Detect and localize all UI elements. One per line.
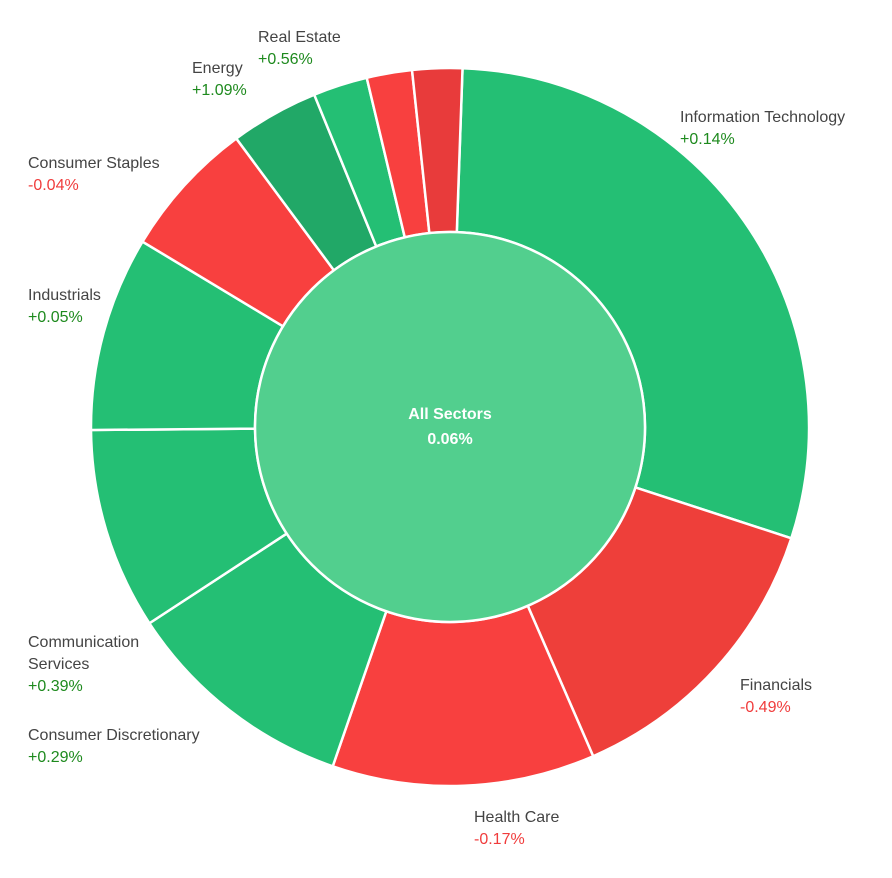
sector-change: -0.49% [740,699,791,716]
sector-name: Real Estate [258,29,341,46]
label-consumer-staples: Consumer Staples -0.04% [28,155,160,194]
sector-name: Energy [192,60,243,77]
sector-name: Information Technology [680,109,845,126]
sector-change: +0.29% [28,749,83,766]
sector-name: Communication [28,634,139,651]
sector-name: Financials [740,677,812,694]
sector-change: -0.17% [474,831,525,848]
sector-name: Consumer Discretionary [28,727,200,744]
sector-change: -0.04% [28,177,79,194]
label-health-care: Health Care -0.17% [474,809,559,848]
center-label: All Sectors [408,406,492,423]
center-circle[interactable] [253,230,647,624]
sector-name: Services [28,656,89,673]
sector-change: +0.56% [258,51,313,68]
sector-change: +0.14% [680,131,735,148]
sector-change: +0.39% [28,678,83,695]
label-consumer-discretionary: Consumer Discretionary +0.29% [28,727,200,766]
sector-name: Industrials [28,287,101,304]
label-energy: Energy +1.09% [192,60,247,99]
center-value: 0.06% [427,431,472,448]
sector-name: Consumer Staples [28,155,160,172]
sector-change: +0.05% [28,309,83,326]
label-information-technology: Information Technology +0.14% [680,109,845,148]
sector-segments [89,66,811,788]
label-industrials: Industrials +0.05% [28,287,101,326]
sector-labels: Information Technology +0.14% Financials -0… [28,29,845,848]
sector-change: +1.09% [192,82,247,99]
label-real-estate: Real Estate +0.56% [258,29,341,68]
label-financials: Financials -0.49% [740,677,812,716]
sector-name: Health Care [474,809,559,826]
label-communication-services: Communication Services +0.39% [28,634,139,695]
